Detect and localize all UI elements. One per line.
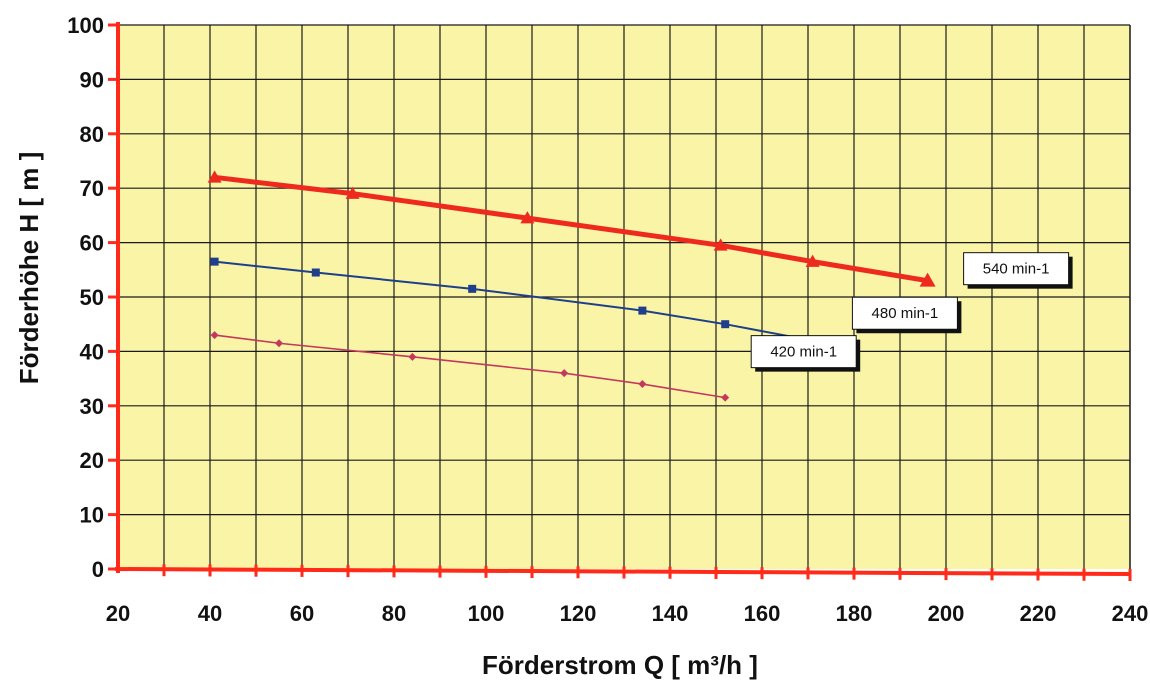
data-point bbox=[638, 306, 647, 315]
svg-text:420 min-1: 420 min-1 bbox=[770, 344, 837, 361]
y-tick-label: 40 bbox=[80, 339, 104, 364]
x-tick-label: 200 bbox=[928, 601, 965, 626]
data-point bbox=[275, 339, 283, 348]
y-tick-label: 90 bbox=[80, 67, 104, 92]
y-tick-label: 80 bbox=[80, 122, 104, 147]
series-callouts: 540 min-1 480 min-1 420 min-1 bbox=[750, 252, 1073, 372]
data-point bbox=[721, 393, 730, 402]
y-tick-label: 70 bbox=[80, 176, 104, 201]
x-tick-label: 80 bbox=[382, 601, 406, 626]
y-axis-title: Förderhöhe H [ m ] bbox=[14, 152, 44, 385]
data-point bbox=[207, 170, 222, 183]
x-tick-label: 140 bbox=[652, 601, 689, 626]
y-tick-label: 100 bbox=[67, 13, 104, 38]
x-tick-label: 180 bbox=[836, 601, 873, 626]
series-line-1 bbox=[214, 174, 929, 284]
svg-text:540 min-1: 540 min-1 bbox=[983, 261, 1050, 278]
y-tick-label: 30 bbox=[80, 394, 104, 419]
x-tick-label: 240 bbox=[1112, 601, 1149, 626]
svg-text:480 min-1: 480 min-1 bbox=[872, 305, 939, 322]
data-point bbox=[345, 186, 360, 199]
grid bbox=[118, 24, 1131, 569]
data-point bbox=[721, 320, 730, 329]
data-point bbox=[638, 380, 647, 389]
data-point bbox=[560, 369, 569, 378]
y-tick-label: 0 bbox=[92, 557, 104, 582]
y-tick-label: 10 bbox=[80, 503, 104, 528]
data-point bbox=[408, 352, 417, 361]
series-label-1: 540 min-1 bbox=[963, 252, 1073, 289]
x-tick-label: 220 bbox=[1020, 601, 1057, 626]
series-label-2: 480 min-1 bbox=[851, 296, 962, 334]
series-label-3: 420 min-1 bbox=[750, 335, 861, 372]
series-line-3 bbox=[214, 334, 726, 399]
data-point bbox=[210, 257, 219, 266]
x-axis-title: Förderstrom Q [ m³/h ] bbox=[482, 650, 758, 680]
x-tick-label: 40 bbox=[198, 601, 222, 626]
y-tick-label: 50 bbox=[80, 285, 104, 310]
series bbox=[207, 170, 936, 402]
data-point bbox=[311, 268, 320, 277]
data-point bbox=[520, 211, 535, 224]
x-tick-label: 160 bbox=[744, 601, 781, 626]
y-tick-label: 20 bbox=[80, 448, 104, 473]
series-line-2 bbox=[214, 260, 827, 345]
y-tick-label: 60 bbox=[80, 231, 104, 256]
x-tick-label: 100 bbox=[468, 601, 505, 626]
data-point bbox=[713, 238, 728, 251]
tick-labels: 0 10 20 30 40 50 60 70 80 90 100 20 40 60 80 100 120 140 1… bbox=[67, 13, 1148, 626]
data-point bbox=[919, 272, 936, 287]
data-point bbox=[805, 254, 820, 267]
x-tick-label: 60 bbox=[290, 601, 314, 626]
x-tick-label: 20 bbox=[106, 601, 130, 626]
data-point bbox=[468, 284, 477, 293]
data-point bbox=[210, 331, 219, 340]
x-tick-label: 120 bbox=[560, 601, 597, 626]
axes bbox=[108, 22, 1132, 581]
